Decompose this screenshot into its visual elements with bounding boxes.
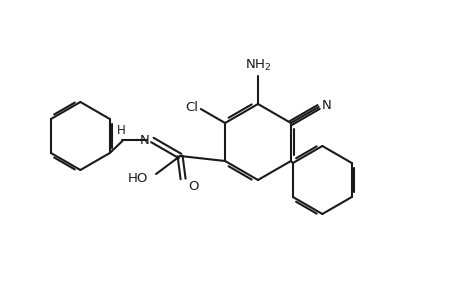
Text: Cl: Cl — [185, 100, 197, 113]
Text: N: N — [140, 134, 149, 146]
Text: NH$_2$: NH$_2$ — [244, 58, 271, 73]
Text: HO: HO — [128, 172, 148, 184]
Text: H: H — [117, 124, 125, 137]
Text: O: O — [188, 179, 198, 193]
Text: N: N — [321, 98, 330, 112]
